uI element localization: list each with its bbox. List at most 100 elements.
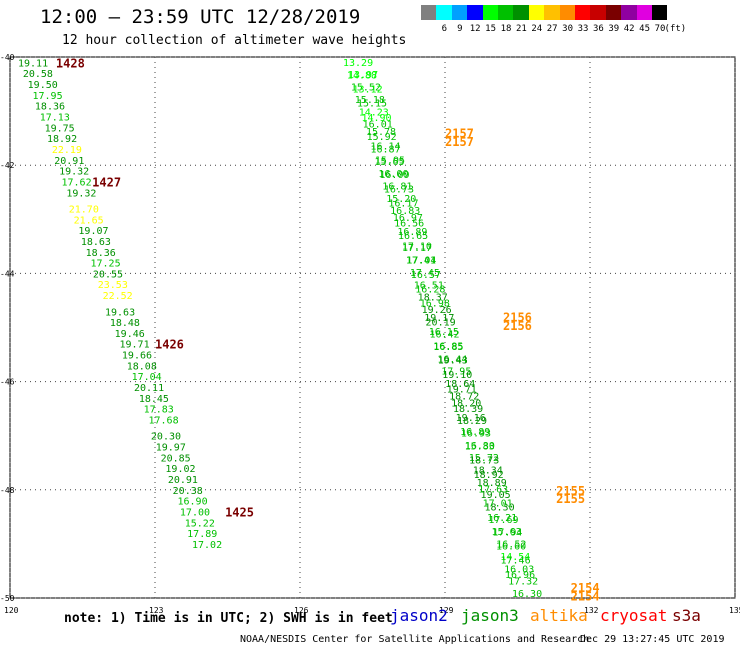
wave-height-value: 20.19 bbox=[426, 317, 456, 328]
legend-swatch bbox=[605, 5, 622, 20]
wave-height-value: 18.72 bbox=[449, 391, 479, 402]
wave-height-value: 16.57 bbox=[411, 270, 441, 281]
wave-height-value: 21.70 bbox=[69, 204, 99, 215]
wave-height-value: 19.46 bbox=[115, 329, 145, 340]
wave-height-value: 18.39 bbox=[453, 404, 483, 415]
legend-label: 21 bbox=[515, 24, 527, 34]
wave-height-value: 20.38 bbox=[173, 486, 203, 497]
wave-height-value: 18.73 bbox=[469, 456, 499, 467]
wave-height-value: 17.69 bbox=[488, 515, 518, 526]
x-tick-label: 123 bbox=[149, 606, 164, 615]
wave-height-value: 18.89 bbox=[477, 478, 507, 489]
legend-label: 18 bbox=[500, 24, 512, 34]
wave-height-value: 16.60 bbox=[496, 541, 526, 552]
wave-height-value: 14.88 bbox=[347, 70, 377, 81]
wave-height-value: 16.52 bbox=[496, 540, 526, 551]
x-tick-label: 132 bbox=[584, 606, 599, 615]
wave-height-value: 16.44 bbox=[437, 354, 467, 365]
wave-height-value: 17.89 bbox=[187, 529, 217, 540]
pass-number: 1428 bbox=[56, 56, 85, 70]
wave-height-value: 15.15 bbox=[357, 99, 387, 110]
x-tick-label: 126 bbox=[294, 606, 309, 615]
wave-height-value: 19.75 bbox=[45, 123, 75, 134]
wave-height-value: 19.50 bbox=[28, 80, 58, 91]
wave-height-value: 15.22 bbox=[185, 518, 215, 529]
wave-height-value: 18.63 bbox=[81, 237, 111, 248]
legend-swatch bbox=[559, 5, 575, 20]
legend-label: 45 bbox=[639, 24, 651, 34]
wave-height-value: 18.37 bbox=[418, 293, 448, 304]
wave-height-value: 19.32 bbox=[59, 167, 89, 178]
wave-height-value: 22.19 bbox=[52, 145, 82, 156]
pass-number: 2155 bbox=[556, 484, 585, 498]
wave-height-value: 19.71 bbox=[447, 384, 477, 395]
wave-height-value: 17.63 bbox=[478, 484, 508, 495]
legend-swatch bbox=[528, 5, 545, 20]
wave-height-value: 15.92 bbox=[367, 132, 397, 143]
legend-swatch bbox=[421, 5, 437, 20]
wave-height-value: 20.91 bbox=[54, 156, 84, 167]
wave-height-value: 19.11 bbox=[18, 58, 48, 69]
pass-number: 2157 bbox=[445, 135, 474, 149]
legend-label: 30 bbox=[562, 24, 574, 34]
legend-swatch bbox=[621, 5, 637, 20]
wave-height-value: 17.04 bbox=[132, 372, 162, 383]
legend-label: 33 bbox=[577, 24, 589, 34]
wave-height-value: 17.02 bbox=[192, 540, 222, 551]
wave-height-value: 19.63 bbox=[105, 307, 135, 318]
wave-height-value: 16.30 bbox=[512, 589, 542, 600]
pass-number: 1426 bbox=[155, 338, 184, 352]
wave-height-value: 16.15 bbox=[429, 327, 459, 338]
wave-height-value: 17.45 bbox=[410, 268, 440, 279]
legend-label: 36 bbox=[592, 24, 604, 34]
legend-label: 70 bbox=[654, 24, 666, 34]
wave-height-value: 16.89 bbox=[397, 227, 427, 238]
legend-swatch bbox=[498, 5, 514, 20]
wave-height-value: 15.63 bbox=[492, 527, 522, 538]
wave-height-value: 16.87 bbox=[371, 144, 401, 155]
wave-height-value: 16.21 bbox=[487, 513, 517, 524]
wave-height-value: 17.00 bbox=[180, 507, 210, 518]
wave-height-value: 19.66 bbox=[122, 351, 152, 362]
pass-number: 2156 bbox=[503, 319, 532, 333]
wave-height-value: 18.45 bbox=[139, 394, 169, 405]
satellite-jason2: jason2 bbox=[390, 606, 448, 625]
wave-height-value: 18.92 bbox=[474, 470, 504, 481]
legend-label: 39 bbox=[608, 24, 620, 34]
wave-height-value: 19.97 bbox=[156, 443, 186, 454]
wave-height-value: 18.08 bbox=[127, 361, 157, 372]
legend-label: 15 bbox=[485, 24, 497, 34]
wave-height-value: 19.32 bbox=[66, 188, 96, 199]
satellite-jason3: jason3 bbox=[461, 606, 519, 625]
legend-label: 27 bbox=[546, 24, 558, 34]
wave-height-value: 15.95 bbox=[375, 156, 405, 167]
timestamp: Dec 29 13:27:45 UTC 2019 bbox=[580, 634, 725, 645]
wave-height-value: 19.10 bbox=[442, 370, 472, 381]
chart-title: 12:00 – 23:59 UTC 12/28/2019 bbox=[40, 6, 361, 28]
wave-height-value: 16.83 bbox=[390, 206, 420, 217]
wave-height-value: 18.30 bbox=[484, 503, 514, 514]
pass-number: 2154 bbox=[571, 581, 600, 595]
wave-height-value: 19.71 bbox=[120, 340, 150, 351]
wave-height-value: 13.12 bbox=[352, 84, 382, 95]
wave-height-value: 16.03 bbox=[504, 564, 534, 575]
pass-number: 2155 bbox=[556, 492, 585, 506]
wave-height-value: 18.48 bbox=[110, 318, 140, 329]
wave-height-value: 16.89 bbox=[460, 427, 490, 438]
wave-height-value: 16.85 bbox=[433, 341, 463, 352]
y-tick-label: -40 bbox=[0, 53, 15, 62]
wave-height-value: 16.14 bbox=[370, 141, 400, 152]
wave-height-value: 18.34 bbox=[473, 466, 503, 477]
wave-height-value: 17.94 bbox=[492, 527, 522, 538]
legend-label: 42 bbox=[623, 24, 635, 34]
wave-height-value: 15.18 bbox=[355, 95, 385, 106]
wave-height-value: 19.43 bbox=[438, 356, 468, 367]
wave-height-value: 15.78 bbox=[366, 127, 396, 138]
x-tick-label: 129 bbox=[439, 606, 454, 615]
pass-number: 2157 bbox=[445, 127, 474, 141]
legend-label: 6 bbox=[441, 24, 448, 34]
wave-height-value: 17.10 bbox=[402, 241, 432, 252]
wave-height-value: 16.56 bbox=[394, 219, 424, 230]
satellite-cryosat: cryosat bbox=[600, 606, 668, 625]
wave-height-value: 17.04 bbox=[406, 256, 436, 267]
